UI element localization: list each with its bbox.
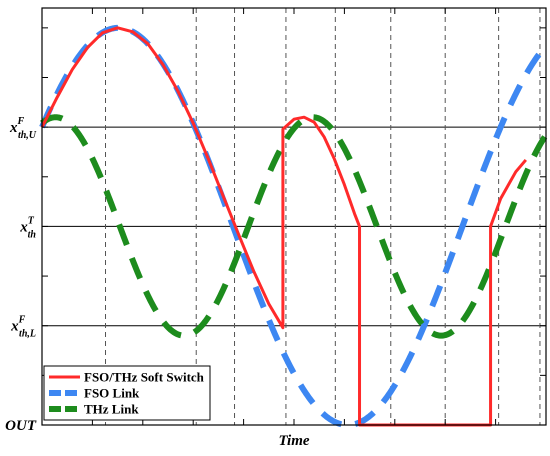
y-tick-label-sub: th,L: [19, 329, 36, 340]
y-tick-label-sub: th,U: [18, 130, 37, 141]
legend-label-0: FSO/THz Soft Switch: [84, 370, 205, 385]
plot-frame: [41, 7, 547, 426]
y-tick-label-1: xF th,L: [10, 315, 36, 340]
y-tick-label-2: xT th: [19, 215, 36, 240]
vertical-dashed-lines: [105, 8, 541, 425]
axis-ticks: [42, 8, 546, 425]
x-axis-label: Time: [278, 433, 309, 449]
series-line-thz-link: [40, 114, 549, 339]
y-tick-label-base: OUT: [5, 418, 37, 434]
series-line-fso-thz-soft-switch: [40, 26, 527, 427]
series-line-fso-link: [39, 24, 549, 428]
y-tick-label-sub: th: [28, 229, 37, 240]
y-tick-label-3: xF th,U: [9, 116, 37, 141]
y-tick-label-base: x: [19, 219, 28, 235]
y-tick-label-base: x: [10, 319, 19, 335]
y-tick-label-sup: F: [16, 116, 24, 127]
legend-label-2: THz Link: [84, 402, 139, 417]
y-tick-label-0: OUT: [5, 418, 37, 434]
series-group: [39, 24, 549, 428]
legend-label-1: FSO Link: [84, 386, 140, 401]
y-tick-label-base: x: [9, 120, 18, 136]
y-tick-label-sup: T: [28, 215, 35, 226]
y-tick-label-sup: F: [18, 315, 26, 326]
